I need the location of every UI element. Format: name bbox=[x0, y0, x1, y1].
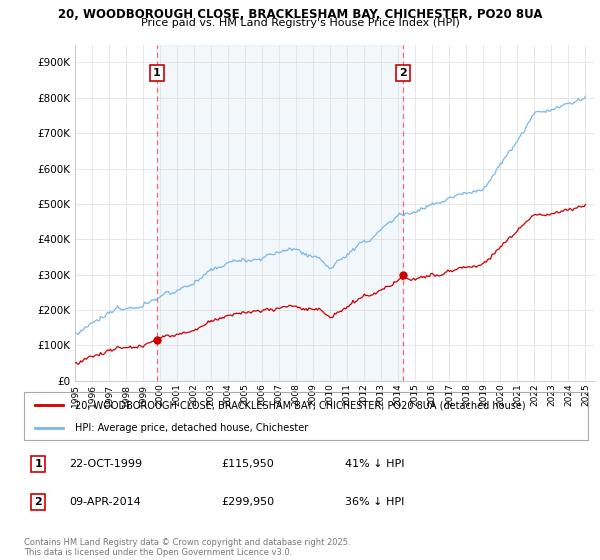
Text: Price paid vs. HM Land Registry's House Price Index (HPI): Price paid vs. HM Land Registry's House … bbox=[140, 18, 460, 29]
Text: 1: 1 bbox=[153, 68, 161, 78]
Text: £115,950: £115,950 bbox=[221, 459, 274, 469]
Text: 36% ↓ HPI: 36% ↓ HPI bbox=[346, 497, 405, 507]
Text: 20, WOODBOROUGH CLOSE, BRACKLESHAM BAY, CHICHESTER, PO20 8UA (detached house): 20, WOODBOROUGH CLOSE, BRACKLESHAM BAY, … bbox=[75, 400, 526, 410]
Text: 41% ↓ HPI: 41% ↓ HPI bbox=[346, 459, 405, 469]
Text: £299,950: £299,950 bbox=[221, 497, 275, 507]
Text: 1: 1 bbox=[34, 459, 42, 469]
Text: 09-APR-2014: 09-APR-2014 bbox=[69, 497, 141, 507]
Text: 2: 2 bbox=[399, 68, 407, 78]
Text: 20, WOODBOROUGH CLOSE, BRACKLESHAM BAY, CHICHESTER, PO20 8UA: 20, WOODBOROUGH CLOSE, BRACKLESHAM BAY, … bbox=[58, 8, 542, 21]
Text: 22-OCT-1999: 22-OCT-1999 bbox=[69, 459, 142, 469]
Text: HPI: Average price, detached house, Chichester: HPI: Average price, detached house, Chic… bbox=[75, 423, 308, 433]
Bar bbox=[157, 45, 403, 381]
Text: Contains HM Land Registry data © Crown copyright and database right 2025.
This d: Contains HM Land Registry data © Crown c… bbox=[24, 538, 350, 557]
Text: 2: 2 bbox=[34, 497, 42, 507]
